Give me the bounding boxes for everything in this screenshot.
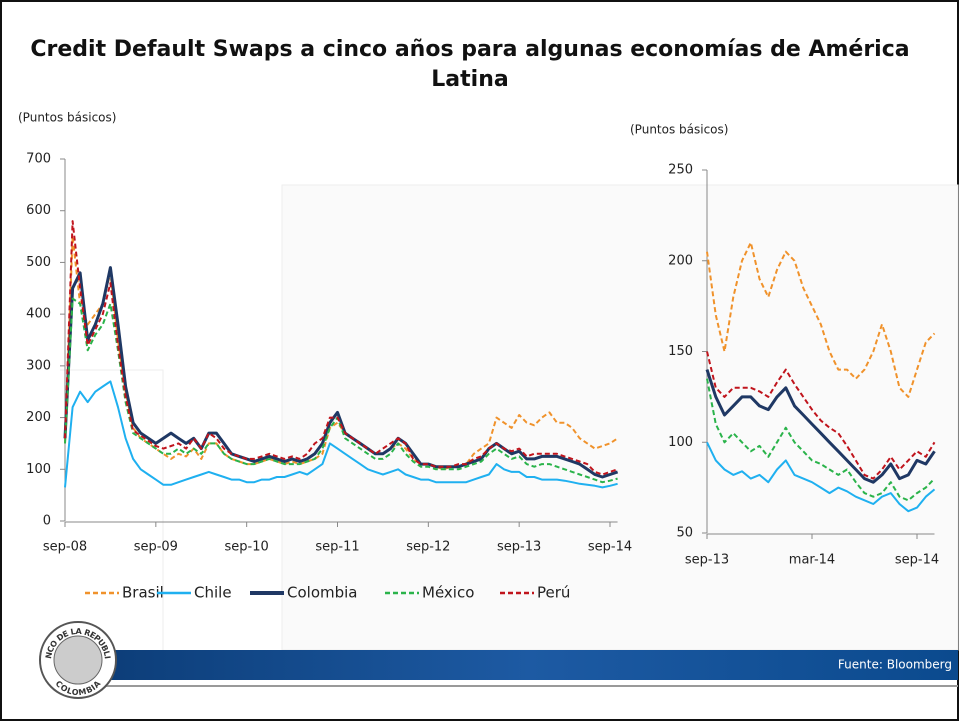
title-line2: Latina — [431, 67, 508, 92]
series-line — [63, 266, 619, 479]
y-tick-label: 0 — [43, 514, 51, 529]
series-line — [706, 441, 936, 513]
x-tick-label: sep-14 — [588, 540, 632, 555]
footer-bar — [100, 650, 958, 680]
y-tick-label: 500 — [26, 255, 51, 270]
x-tick-label: sep-13 — [685, 553, 729, 568]
x-tick-label: sep-13 — [497, 540, 541, 555]
y-axis-label: (Puntos básicos) — [18, 111, 116, 125]
x-tick-label: sep-08 — [43, 540, 87, 555]
series-line — [64, 380, 618, 489]
y-tick-label: 600 — [26, 203, 51, 218]
series-line — [705, 369, 936, 484]
legend-label: Colombia — [287, 584, 358, 602]
series-line — [64, 235, 619, 471]
logo-portrait — [53, 635, 103, 685]
title-line1: Credit Default Swaps a cinco años para a… — [30, 37, 909, 62]
source: Fuente: Bloomberg — [838, 658, 952, 672]
x-tick-label: sep-14 — [895, 553, 939, 568]
legend-label: México — [422, 584, 474, 602]
y-tick-label: 250 — [668, 163, 693, 178]
y-tick-label: 700 — [26, 152, 51, 167]
y-tick-label: 100 — [668, 435, 693, 450]
x-tick-label: mar-14 — [789, 553, 835, 568]
background-shape — [281, 184, 959, 651]
y-tick-label: 400 — [26, 307, 51, 322]
series-line — [64, 297, 618, 484]
x-tick-label: sep-09 — [134, 540, 178, 555]
x-tick-label: sep-10 — [225, 540, 269, 555]
y-tick-label: 50 — [676, 526, 693, 541]
series-line — [64, 220, 618, 476]
series-line — [706, 351, 936, 480]
legend-label: Brasil — [122, 584, 164, 602]
y-tick-label: 150 — [668, 344, 693, 359]
legend-label: Perú — [537, 584, 570, 602]
series-line — [706, 241, 936, 398]
legend-label: Chile — [194, 584, 232, 602]
x-tick-label: sep-11 — [315, 540, 359, 555]
y-tick-label: 100 — [26, 462, 51, 477]
x-tick-label: sep-12 — [406, 540, 450, 555]
background-shape — [60, 369, 164, 650]
y-tick-label: 200 — [26, 410, 51, 425]
y-tick-label: 200 — [668, 253, 693, 268]
y-axis-label: (Puntos básicos) — [630, 123, 728, 137]
y-tick-label: 300 — [26, 358, 51, 373]
